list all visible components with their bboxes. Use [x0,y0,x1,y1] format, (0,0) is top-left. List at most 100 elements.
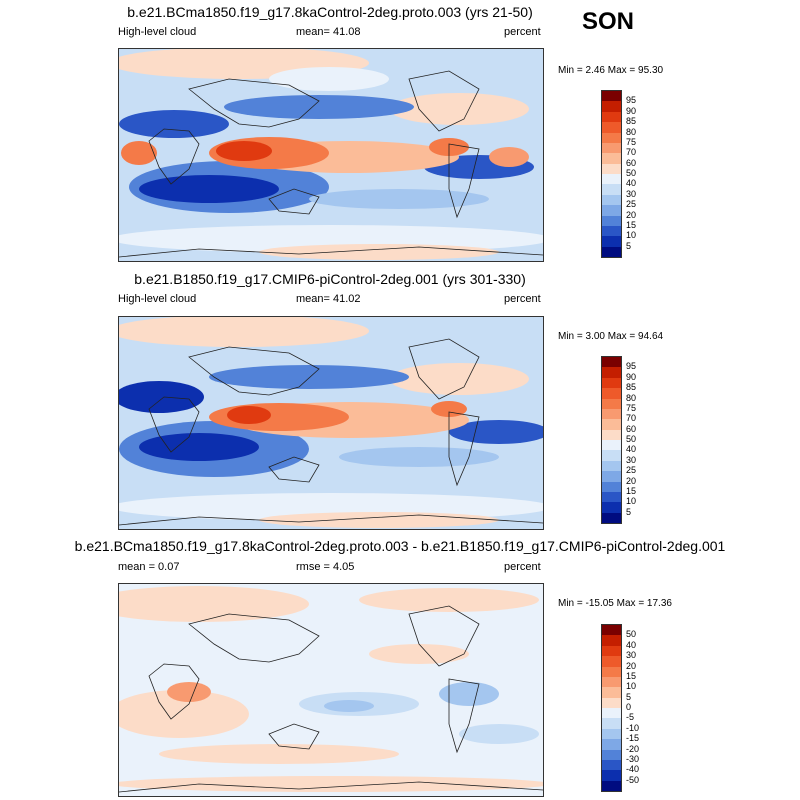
colorbar-label: 50 [626,168,637,178]
colorbar-swatch [602,122,621,133]
colorbar-label: 40 [626,178,637,189]
colorbar-swatch [602,174,621,185]
colorbar-label: 20 [626,209,637,220]
colorbar-swatch [602,666,621,677]
colorbar-label: 10 [626,230,637,241]
panel2-mean: mean= 41.02 [296,293,361,305]
colorbar-swatch [602,246,621,257]
panel2-units: percent [504,293,541,305]
colorbar-label: 15 [626,219,637,230]
panel3-colorbar [601,624,622,792]
colorbar-swatch [602,429,621,440]
colorbar-label: 80 [626,126,637,137]
colorbar-swatch [602,460,621,472]
colorbar-label: 60 [626,157,637,168]
colorbar-label: 40 [626,444,637,455]
colorbar-label: -5 [626,712,635,723]
colorbar-swatch [602,111,621,123]
colorbar-label: 70 [626,147,637,158]
colorbar-swatch [602,780,621,791]
colorbar-label: 10 [626,496,637,507]
colorbar-label: -50 [626,774,640,785]
panel3-title: b.e21.BCma1850.f19_g17.8kaControl-2deg.p… [74,538,726,554]
colorbar-label: 50 [626,434,637,444]
colorbar-swatch [602,440,621,451]
panel3-map [118,583,544,797]
colorbar-swatch [602,419,621,430]
colorbar-label: 30 [626,188,637,199]
colorbar-swatch [602,101,621,112]
colorbar-swatch [602,770,621,781]
colorbar-label: 80 [626,392,637,403]
colorbar-label: 5 [626,240,632,251]
colorbar-label: 85 [626,116,637,127]
colorbar-label: 30 [626,650,637,661]
panel1-map [118,48,544,262]
colorbar-label: 15 [626,670,637,681]
colorbar-swatch [602,367,621,378]
colorbar-label: 40 [626,639,637,650]
colorbar-label: 85 [626,382,637,393]
colorbar-label: 25 [626,199,637,210]
colorbar-label: 50 [626,629,637,640]
colorbar-swatch [602,739,621,750]
colorbar-swatch [602,687,621,698]
colorbar-swatch [602,708,621,719]
colorbar-swatch [602,153,621,164]
colorbar-swatch [602,142,621,154]
colorbar-swatch [602,718,621,729]
colorbar-swatch [602,357,621,368]
colorbar-swatch [602,512,621,523]
panel3-mean: mean = 0.07 [118,561,180,573]
colorbar-swatch [602,635,621,646]
colorbar-label: 10 [626,681,637,692]
colorbar-swatch [602,225,621,237]
colorbar-swatch [602,656,621,667]
panel2-minmax: Min = 3.00 Max = 94.64 [558,331,664,342]
colorbar-label: 0 [626,702,632,712]
colorbar-label: 20 [626,475,637,486]
colorbar-label: 15 [626,485,637,496]
colorbar-swatch [602,502,621,513]
colorbar-swatch [602,471,621,482]
colorbar-swatch [602,91,621,102]
panel3-units: percent [504,561,541,573]
colorbar-swatch [602,163,621,174]
colorbar-swatch [602,194,621,206]
colorbar-label: 95 [626,95,637,106]
colorbar-label: 90 [626,371,637,382]
panel3-minmax: Min = -15.05 Max = 17.36 [558,598,672,609]
colorbar-swatch [602,697,621,708]
colorbar-swatch [602,184,621,195]
colorbar-label: -40 [626,764,640,775]
colorbar-label: 60 [626,423,637,434]
colorbar-swatch [602,645,621,657]
colorbar-swatch [602,728,621,740]
colorbar-swatch [602,676,621,688]
panel2-colorbar [601,356,622,524]
colorbar-swatch [602,132,621,143]
colorbar-swatch [602,236,621,247]
colorbar-label: 75 [626,136,637,147]
colorbar-label: -10 [626,722,640,733]
panel1-colorbar [601,90,622,258]
panel2-title: b.e21.B1850.f19_g17.CMIP6-piControl-2deg… [134,271,526,287]
colorbar-swatch [602,388,621,399]
season-label: SON [582,8,635,35]
colorbar-swatch [602,377,621,389]
colorbar-swatch [602,408,621,420]
panel1-units: percent [504,26,541,38]
colorbar-label: 20 [626,660,637,671]
colorbar-label: 75 [626,402,637,413]
colorbar-label: -30 [626,753,640,764]
colorbar-swatch [602,759,621,771]
colorbar-label: 5 [626,506,632,517]
panel1-title: b.e21.BCma1850.f19_g17.8kaControl-2deg.p… [127,4,533,20]
colorbar-label: -15 [626,733,640,744]
panel3-rmse: rmse = 4.05 [296,561,355,573]
colorbar-label: -20 [626,743,640,754]
panel1-left-label: High-level cloud [118,26,197,38]
panel2-left-label: High-level cloud [118,293,197,305]
colorbar-label: 5 [626,691,632,702]
